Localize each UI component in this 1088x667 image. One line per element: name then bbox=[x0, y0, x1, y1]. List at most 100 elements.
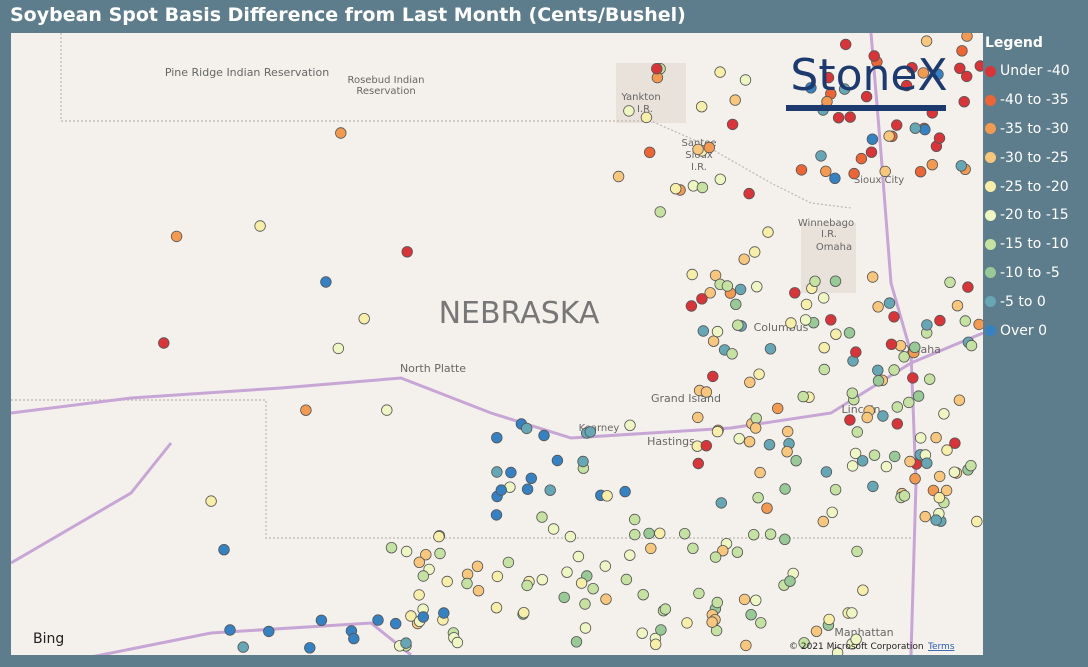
logo-bar bbox=[786, 105, 946, 111]
legend-swatch bbox=[985, 267, 996, 279]
legend-item[interactable]: -10 to -5 bbox=[985, 259, 1070, 288]
site-dot bbox=[584, 426, 597, 438]
site-dot bbox=[599, 560, 612, 572]
site-dot bbox=[843, 327, 856, 339]
site-dot bbox=[823, 613, 835, 626]
site-dot bbox=[743, 436, 756, 448]
legend-item[interactable]: -40 to -35 bbox=[985, 86, 1070, 115]
map-label: NEBRASKA bbox=[439, 296, 600, 331]
site-dot bbox=[495, 484, 508, 496]
site-dot bbox=[831, 647, 844, 655]
site-dot bbox=[785, 317, 797, 329]
site-dot bbox=[810, 625, 823, 638]
site-dot bbox=[850, 633, 862, 646]
legend-item[interactable]: -20 to -15 bbox=[985, 201, 1070, 230]
site-dot bbox=[400, 637, 412, 649]
site-dot bbox=[714, 173, 727, 186]
site-dot bbox=[879, 165, 891, 178]
dots bbox=[158, 33, 983, 655]
site-dot bbox=[914, 165, 927, 178]
site-dot bbox=[971, 515, 983, 528]
site-dot bbox=[577, 455, 589, 468]
site-dot bbox=[940, 484, 953, 497]
site-dot bbox=[846, 460, 859, 472]
site-dot bbox=[974, 60, 983, 72]
map-label: North Platte bbox=[400, 362, 466, 375]
site-dot bbox=[948, 466, 961, 478]
site-dot bbox=[525, 472, 538, 485]
site-dot bbox=[764, 343, 777, 355]
site-dot bbox=[623, 105, 635, 117]
site-dot bbox=[790, 455, 802, 467]
site-dot bbox=[865, 146, 878, 158]
site-dot bbox=[930, 514, 942, 526]
site-dot bbox=[629, 528, 641, 541]
map-label: Sioux City bbox=[854, 175, 904, 186]
site-dot bbox=[784, 575, 796, 587]
site-dot bbox=[400, 545, 413, 558]
map-label: Reservation bbox=[356, 86, 415, 97]
site-dot bbox=[965, 460, 977, 472]
site-dot bbox=[721, 280, 734, 292]
site-dot bbox=[962, 281, 974, 293]
site-dot bbox=[800, 298, 813, 311]
site-dot bbox=[703, 141, 716, 154]
site-dot bbox=[907, 372, 919, 384]
map-label: Rosebud Indian bbox=[347, 75, 424, 86]
site-dot bbox=[829, 275, 842, 287]
site-dot bbox=[692, 411, 704, 424]
site-dot bbox=[903, 396, 915, 409]
site-dot bbox=[750, 412, 762, 425]
site-dot bbox=[825, 314, 837, 326]
site-dot bbox=[818, 363, 831, 376]
site-dot bbox=[551, 454, 564, 467]
site-dot bbox=[844, 414, 856, 426]
site-dot bbox=[570, 636, 583, 648]
site-dot bbox=[743, 187, 755, 200]
site-dot bbox=[891, 119, 903, 131]
legend-item[interactable]: -30 to -25 bbox=[985, 143, 1070, 172]
site-dot bbox=[934, 470, 946, 483]
legend-label: -40 to -35 bbox=[1000, 92, 1069, 109]
site-dot bbox=[726, 118, 739, 131]
site-dot bbox=[491, 570, 504, 583]
site-dot bbox=[919, 123, 931, 136]
site-dot bbox=[300, 404, 312, 416]
site-dot bbox=[636, 627, 648, 639]
legend-item[interactable]: Under -40 bbox=[985, 57, 1070, 86]
site-dot bbox=[815, 150, 827, 162]
site-dot bbox=[749, 246, 761, 258]
site-dot bbox=[733, 433, 745, 445]
legend-item[interactable]: -25 to -20 bbox=[985, 172, 1070, 201]
legend-label: -35 to -30 bbox=[1000, 120, 1069, 137]
site-dot bbox=[645, 542, 657, 555]
terms[interactable]: Terms bbox=[927, 642, 955, 652]
legend-item[interactable]: Over 0 bbox=[985, 316, 1070, 345]
site-dot bbox=[651, 63, 663, 75]
site-dot bbox=[304, 642, 316, 654]
site-dot bbox=[536, 511, 548, 523]
site-dot bbox=[866, 133, 879, 145]
site-dot bbox=[829, 172, 841, 185]
site-dot bbox=[830, 328, 842, 340]
map[interactable]: Pine Ridge Indian Reservation Rosebud Ind… bbox=[11, 33, 983, 655]
site-dot bbox=[761, 502, 773, 514]
legend-item[interactable]: -5 to 0 bbox=[985, 287, 1070, 316]
site-dot bbox=[491, 466, 503, 478]
map-label: Columbus bbox=[754, 321, 809, 334]
site-dot bbox=[795, 164, 808, 176]
site-dot bbox=[692, 457, 705, 470]
site-dot bbox=[263, 625, 275, 638]
legend-item[interactable]: -35 to -30 bbox=[985, 115, 1070, 144]
site-dot bbox=[805, 82, 817, 94]
site-dot bbox=[385, 542, 398, 554]
site-dot bbox=[849, 447, 862, 460]
site-dot bbox=[909, 122, 922, 134]
site-dot bbox=[709, 551, 722, 563]
site-dot bbox=[867, 271, 879, 283]
site-dot bbox=[451, 636, 464, 649]
site-dot bbox=[612, 170, 625, 183]
legend-item[interactable]: -15 to -10 bbox=[985, 230, 1070, 259]
site-dot bbox=[755, 617, 767, 629]
site-dot bbox=[502, 556, 515, 569]
